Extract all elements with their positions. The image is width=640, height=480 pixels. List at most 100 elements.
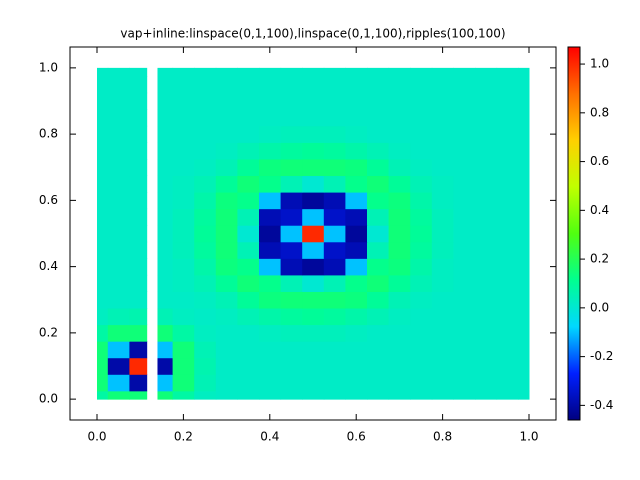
heatmap-cell bbox=[237, 142, 260, 160]
heatmap-cell bbox=[157, 324, 174, 342]
heatmap-cell bbox=[107, 357, 130, 375]
heatmap-cell bbox=[496, 291, 519, 309]
heatmap-cell bbox=[302, 341, 325, 359]
heatmap-cell bbox=[518, 274, 530, 292]
heatmap-cell bbox=[410, 241, 433, 259]
heatmap-cell bbox=[215, 125, 238, 143]
heatmap-cell bbox=[475, 76, 498, 94]
heatmap-cell bbox=[259, 274, 282, 292]
heatmap-cell bbox=[280, 208, 303, 226]
heatmap-cell bbox=[410, 274, 433, 292]
heatmap-cell bbox=[129, 109, 148, 127]
heatmap-cell bbox=[157, 142, 174, 160]
heatmap-cell bbox=[157, 192, 174, 210]
heatmap-cell bbox=[97, 324, 109, 342]
heatmap-cell bbox=[388, 291, 411, 309]
heatmap-cell bbox=[410, 92, 433, 110]
heatmap-cell bbox=[323, 125, 346, 143]
heatmap-cell bbox=[97, 76, 109, 94]
heatmap-cell bbox=[518, 208, 530, 226]
heatmap-cell bbox=[157, 92, 174, 110]
heatmap-cell bbox=[259, 225, 282, 243]
heatmap-cell bbox=[194, 258, 217, 276]
heatmap-cell bbox=[475, 274, 498, 292]
heatmap-cell bbox=[157, 109, 174, 127]
heatmap-cell bbox=[237, 192, 260, 210]
heatmap-cell bbox=[302, 109, 325, 127]
heatmap-cell bbox=[97, 308, 109, 326]
heatmap-cell bbox=[345, 374, 368, 392]
heatmap-cell bbox=[453, 76, 476, 94]
heatmap-cell bbox=[215, 175, 238, 193]
heatmap-cell bbox=[259, 125, 282, 143]
heatmap-cell bbox=[410, 208, 433, 226]
heatmap-cell bbox=[237, 390, 260, 400]
heatmap-cell bbox=[280, 76, 303, 94]
heatmap-cell bbox=[194, 225, 217, 243]
heatmap-cell bbox=[367, 125, 390, 143]
chart-title: vap+inline:linspace(0,1,100),linspace(0,… bbox=[120, 27, 505, 41]
heatmap-cell bbox=[194, 241, 217, 259]
heatmap-cell bbox=[107, 374, 130, 392]
heatmap-cell bbox=[345, 158, 368, 177]
heatmap-cell bbox=[237, 208, 260, 226]
heatmap-cell bbox=[280, 241, 303, 259]
heatmap-cell bbox=[97, 291, 109, 309]
heatmap-cell bbox=[237, 241, 260, 259]
heatmap-cell bbox=[97, 109, 109, 127]
heatmap-cell bbox=[107, 142, 130, 160]
heatmap-cell bbox=[388, 274, 411, 292]
heatmap-cell bbox=[410, 357, 433, 375]
heatmap-cell bbox=[157, 291, 174, 309]
heatmap-cell bbox=[157, 241, 174, 259]
heatmap-cell bbox=[345, 67, 368, 77]
heatmap-cell bbox=[194, 109, 217, 127]
heatmap-cell bbox=[215, 225, 238, 243]
heatmap-cell bbox=[367, 291, 390, 309]
heatmap-cell bbox=[323, 225, 346, 243]
heatmap-cell bbox=[107, 341, 130, 359]
heatmap-cell bbox=[367, 142, 390, 160]
heatmap-cell bbox=[280, 125, 303, 143]
heatmap-cell bbox=[172, 67, 195, 77]
heatmap-cell bbox=[302, 291, 325, 309]
heatmap-cell bbox=[157, 125, 174, 143]
heatmap-cell bbox=[496, 225, 519, 243]
heatmap-cell bbox=[345, 76, 368, 94]
heatmap-cell bbox=[453, 341, 476, 359]
heatmap-cell bbox=[280, 192, 303, 210]
heatmap-cell bbox=[157, 76, 174, 94]
colorbar-tick-label: 0.2 bbox=[590, 252, 609, 266]
heatmap-cell bbox=[129, 357, 148, 375]
heatmap-cell bbox=[107, 225, 130, 243]
heatmap-cell bbox=[237, 258, 260, 276]
heatmap-cell bbox=[280, 324, 303, 342]
heatmap-cell bbox=[453, 357, 476, 375]
heatmap-cell bbox=[518, 341, 530, 359]
heatmap-cell bbox=[323, 324, 346, 342]
heatmap-cell bbox=[410, 324, 433, 342]
heatmap-cell bbox=[280, 158, 303, 177]
heatmap-cell bbox=[280, 308, 303, 326]
heatmap-cell bbox=[129, 125, 148, 143]
heatmap-cell bbox=[259, 324, 282, 342]
heatmap-cell bbox=[107, 308, 130, 326]
heatmap-cell bbox=[107, 158, 130, 177]
heatmap-cell bbox=[496, 341, 519, 359]
heatmap-cell bbox=[194, 67, 217, 77]
heatmap-cell bbox=[431, 67, 454, 77]
heatmap-cell bbox=[323, 109, 346, 127]
heatmap-cell bbox=[97, 258, 109, 276]
heatmap-cell bbox=[475, 175, 498, 193]
heatmap-cell bbox=[323, 192, 346, 210]
heatmap-cell bbox=[129, 192, 148, 210]
heatmap-cell bbox=[280, 274, 303, 292]
heatmap-cell bbox=[410, 390, 433, 400]
heatmap-cell bbox=[280, 390, 303, 400]
y-tick-label: 0.6 bbox=[39, 193, 58, 207]
heatmap-cell bbox=[215, 374, 238, 392]
heatmap-cell bbox=[107, 208, 130, 226]
heatmap-cell bbox=[107, 192, 130, 210]
heatmap-cell bbox=[107, 241, 130, 259]
heatmap-cell bbox=[345, 109, 368, 127]
